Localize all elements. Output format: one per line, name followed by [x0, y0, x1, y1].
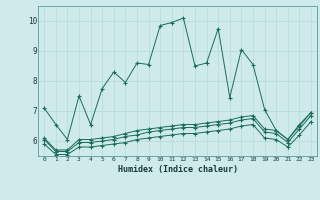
X-axis label: Humidex (Indice chaleur): Humidex (Indice chaleur) — [118, 165, 238, 174]
